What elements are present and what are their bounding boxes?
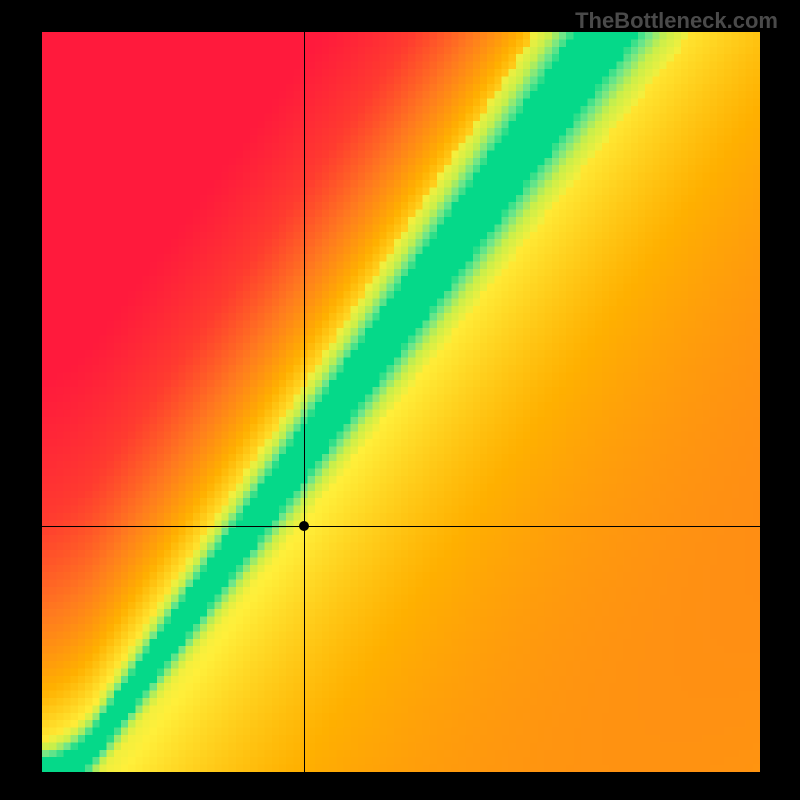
bottleneck-heatmap bbox=[42, 32, 760, 772]
crosshair-point bbox=[299, 521, 309, 531]
crosshair-horizontal-line bbox=[42, 526, 760, 527]
watermark-label: TheBottleneck.com bbox=[575, 8, 778, 34]
crosshair-vertical-line bbox=[304, 32, 305, 772]
